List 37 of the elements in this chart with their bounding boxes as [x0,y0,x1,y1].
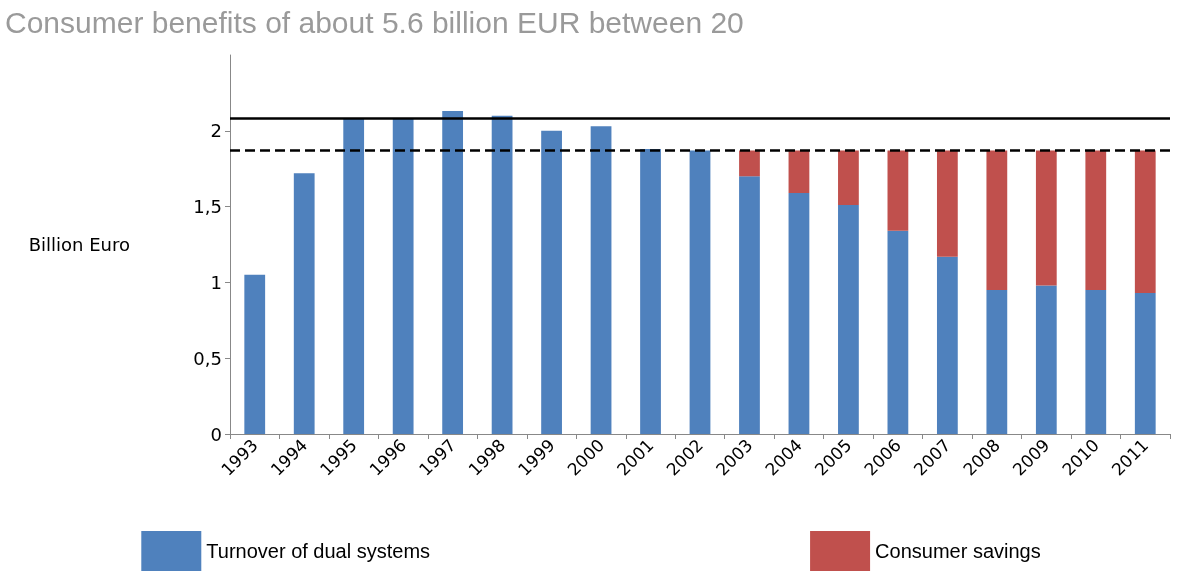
bar [1035,150,1057,286]
bar [887,150,909,231]
legend-label: Turnover of dual systems [206,540,431,562]
bar [1035,285,1057,434]
bar [739,150,760,177]
bar [244,274,266,434]
bar [936,150,958,257]
bar [293,173,315,434]
y-tick-label: 0,5 [193,347,222,369]
bar [491,115,513,434]
bar [343,118,365,434]
chart-title: Consumer benefits of about 5.6 billion EUR between 20 [5,5,744,39]
y-tick-label: 1 [210,271,222,293]
bar [936,256,958,434]
y-tick-label: 1,5 [193,196,222,218]
legend-label: Consumer savings [875,540,1041,562]
bar [640,148,661,434]
bar [392,118,414,434]
bar [689,150,711,434]
bar [788,192,810,434]
y-axis-title: Billion Euro [28,234,130,255]
bar [838,205,859,434]
bar [986,289,1008,434]
bar [1134,293,1156,434]
bar [442,111,464,434]
bar [739,176,760,434]
bar [788,150,810,193]
bar [1085,150,1107,290]
bar [590,126,612,434]
bar [838,150,859,206]
bar [986,150,1008,290]
bar [1134,150,1156,294]
bar [887,230,909,434]
bar [1085,289,1107,434]
y-tick-label: 0 [210,423,222,445]
y-tick-label: 2 [210,120,222,142]
bar [541,130,562,434]
